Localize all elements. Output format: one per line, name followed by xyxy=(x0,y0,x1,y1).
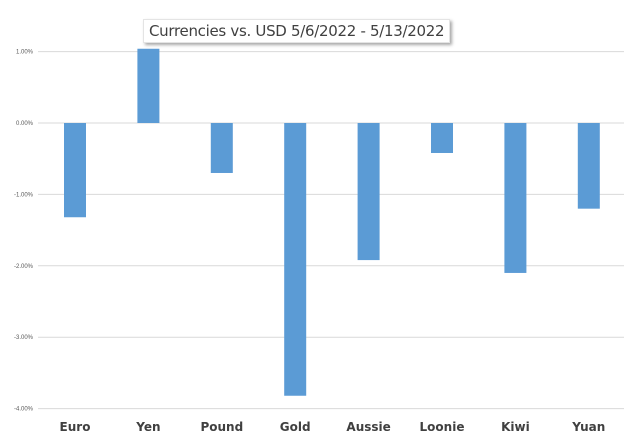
x-tick-label: Loonie xyxy=(420,420,465,434)
y-tick-label: -1.00% xyxy=(14,192,34,198)
x-tick-label: Gold xyxy=(280,420,311,434)
x-tick-label: Yuan xyxy=(571,420,605,434)
x-tick-label: Pound xyxy=(200,420,243,434)
x-tick-label: Kiwi xyxy=(501,420,530,434)
y-tick-label: -3.00% xyxy=(14,335,34,341)
x-tick-label: Yen xyxy=(135,420,160,434)
y-tick-label: -2.00% xyxy=(14,264,34,270)
x-tick-label: Aussie xyxy=(346,420,390,434)
bar-kiwi xyxy=(504,123,527,273)
bar-euro xyxy=(64,123,86,218)
x-tick-label: Euro xyxy=(60,420,91,434)
bar-loonie xyxy=(431,123,453,153)
bar-aussie xyxy=(357,123,380,261)
bar-gold xyxy=(284,123,307,396)
y-tick-label: 1.00% xyxy=(16,50,34,56)
y-tick-label: -4.00% xyxy=(14,407,34,413)
bar-yuan xyxy=(577,123,600,209)
y-tick-label: 0.00% xyxy=(16,121,34,127)
bar-yen xyxy=(137,48,160,123)
bar-pound xyxy=(210,123,233,173)
chart-title: Currencies vs. USD 5/6/2022 - 5/13/2022 xyxy=(143,19,451,43)
